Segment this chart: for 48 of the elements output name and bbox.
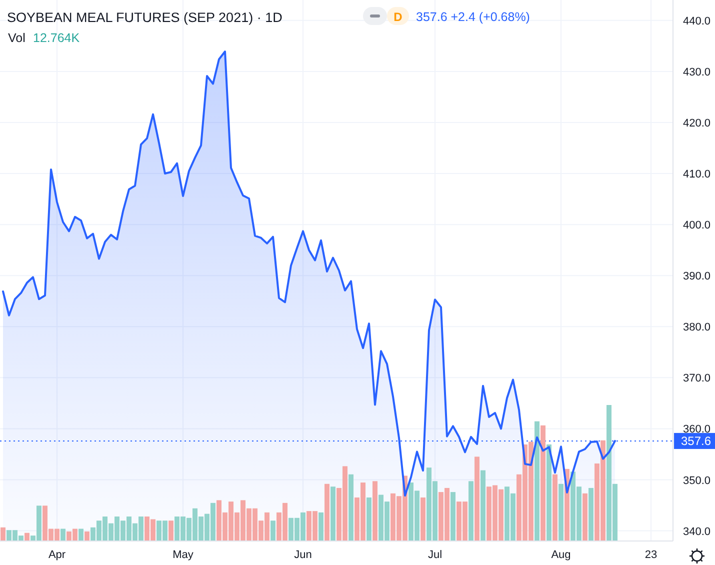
bar bbox=[474, 456, 480, 541]
y-tick-label: 350.0 bbox=[683, 474, 711, 487]
bar bbox=[546, 444, 552, 541]
bar bbox=[480, 470, 486, 541]
y-tick-label: 390.0 bbox=[683, 270, 711, 283]
bar bbox=[318, 512, 324, 541]
annotation: D bbox=[394, 10, 403, 24]
bar bbox=[24, 532, 30, 541]
y-tick-label: 360.0 bbox=[683, 424, 711, 436]
bar bbox=[324, 484, 330, 541]
x-tick-label: Apr bbox=[48, 549, 66, 561]
y-tick-label: 420.0 bbox=[683, 117, 711, 130]
y-tick-label: 380.0 bbox=[683, 322, 711, 334]
bar bbox=[0, 527, 6, 541]
x-tick-label: Jul bbox=[428, 549, 442, 561]
annotation: 12.764K bbox=[33, 31, 80, 45]
bar bbox=[534, 421, 540, 541]
bar bbox=[420, 497, 426, 541]
y-tick-label: 340.0 bbox=[683, 526, 711, 538]
bar bbox=[366, 497, 372, 541]
bar bbox=[270, 520, 276, 541]
bar bbox=[552, 474, 558, 541]
bar bbox=[84, 531, 90, 541]
bar bbox=[330, 486, 336, 541]
y-tick-label: 430.0 bbox=[683, 66, 711, 78]
annotation: 357.6 +2.4 (+0.68%) bbox=[416, 10, 530, 24]
bar bbox=[372, 481, 378, 541]
y-tick-label: 400.0 bbox=[683, 220, 711, 232]
bar bbox=[468, 481, 474, 541]
x-tick-label: 23 bbox=[644, 549, 658, 561]
y-tick-label: 370.0 bbox=[683, 372, 711, 385]
y-tick-label: 440.0 bbox=[683, 15, 711, 28]
bar bbox=[60, 528, 66, 541]
bar bbox=[588, 488, 594, 541]
bar bbox=[348, 474, 354, 541]
x-tick-label: May bbox=[172, 549, 194, 561]
x-tick-label: Jun bbox=[294, 549, 312, 561]
bar bbox=[450, 492, 456, 541]
bar bbox=[540, 425, 546, 541]
bar bbox=[78, 528, 84, 541]
annotation: Vol bbox=[8, 31, 26, 45]
y-tick-label: 410.0 bbox=[683, 168, 711, 181]
bar bbox=[582, 493, 588, 541]
bar bbox=[168, 520, 174, 541]
ref-line-label: 357.6 bbox=[681, 434, 712, 448]
x-tick-label: Aug bbox=[551, 549, 571, 561]
bar bbox=[558, 484, 564, 541]
text: SOYBEAN MEAL FUTURES (SEP 2021) · 1D bbox=[7, 10, 283, 25]
